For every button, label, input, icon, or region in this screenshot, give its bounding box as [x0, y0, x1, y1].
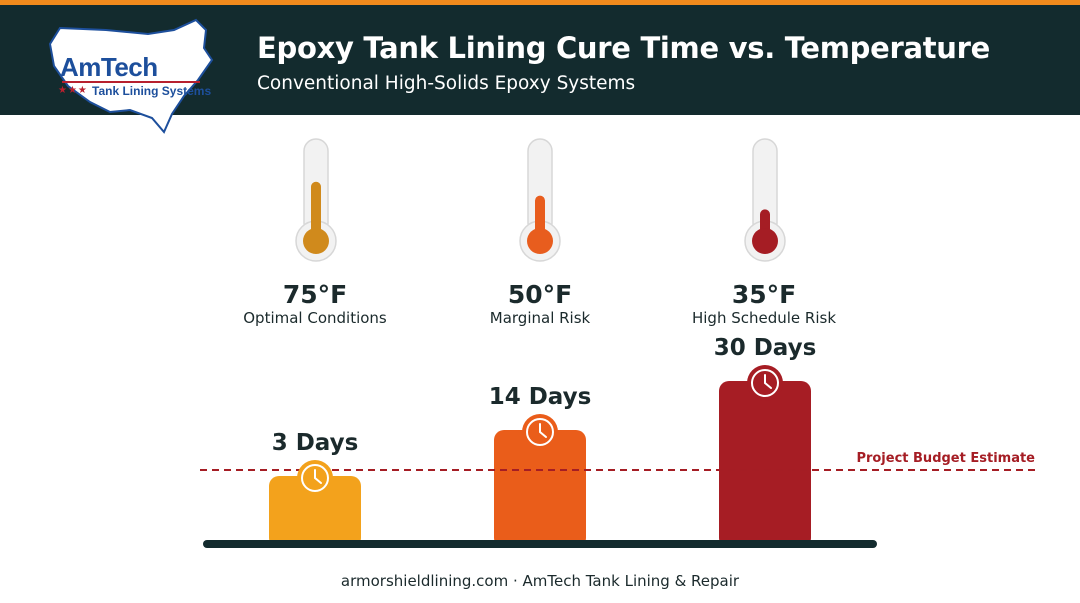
thermometer-icon — [518, 137, 562, 267]
temperature-value: 35°F — [731, 280, 797, 309]
clock-icon — [297, 460, 333, 496]
bar-3 — [719, 381, 811, 548]
usa-map-icon — [48, 18, 214, 134]
budget-reference-label: Project Budget Estimate — [856, 451, 1035, 466]
bar-2 — [494, 430, 586, 548]
temperature-value: 75°F — [282, 280, 348, 309]
thermometer-icon — [294, 137, 338, 267]
temperature-value: 50°F — [507, 280, 573, 309]
temperature-label: Optimal Conditions — [243, 309, 387, 327]
clock-icon — [747, 365, 783, 401]
logo-tagline: Tank Lining Systems — [92, 84, 212, 98]
bar-data-label: 30 Days — [714, 335, 817, 361]
company-logo: AmTech ★★★ Tank Lining Systems — [46, 14, 216, 136]
temperature-label: High Schedule Risk — [691, 309, 837, 327]
temperature-label: Marginal Risk — [489, 309, 591, 327]
footer-credit: armorshieldlining.com · AmTech Tank Lini… — [340, 572, 740, 590]
logo-stars-icon: ★★★ — [58, 85, 88, 96]
chart-baseline — [203, 540, 877, 548]
bar-data-label: 14 Days — [489, 384, 592, 410]
page-title: Epoxy Tank Lining Cure Time vs. Temperat… — [257, 31, 991, 65]
logo-rule — [62, 81, 200, 83]
accent-stripe — [0, 0, 1080, 5]
page-subtitle: Conventional High-Solids Epoxy Systems — [257, 73, 636, 94]
bar-1 — [269, 476, 361, 548]
thermometer-icon — [743, 137, 787, 267]
logo-wordmark: AmTech — [60, 52, 158, 82]
bar-data-label: 3 Days — [272, 430, 359, 456]
clock-icon — [522, 414, 558, 450]
